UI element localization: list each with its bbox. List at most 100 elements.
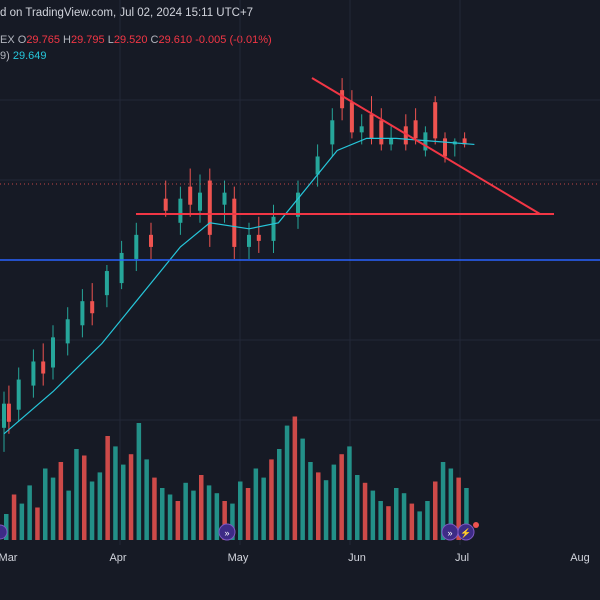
event-icon-2[interactable]: » [441,523,459,541]
volume-bar [362,482,368,540]
volume-bars [4,416,469,540]
candle-body [90,301,95,314]
candle-body [119,252,124,284]
low-value: 29.520 [113,34,148,46]
ma-legend: 9) 29.649 [0,50,47,62]
volume-bar [347,446,352,540]
candle-body [330,120,335,145]
svg-text:»: » [224,528,229,538]
candle-body [207,180,212,235]
volume-bar [284,425,290,540]
x-tick-label: Jul [455,552,469,564]
candle-body [80,301,85,326]
candle-body [222,192,227,205]
candles [2,78,467,452]
volume-bar [261,477,266,540]
volume-bar [58,462,64,540]
volume-bar [300,438,305,540]
volume-bar [425,501,430,540]
candle-body [247,234,251,247]
volume-bar [448,468,454,540]
volume-bar [222,501,227,540]
x-tick-label: Jun [348,552,366,564]
volume-bar [82,455,87,540]
volume-bar [386,506,391,540]
volume-bar [121,464,126,540]
candle-body [6,403,11,422]
x-axis: Mar Apr May Jun Jul Aug [0,552,590,564]
high-value: 29.795 [70,34,105,46]
volume-bar [97,472,103,540]
candle-body [104,271,109,296]
publish-caption: d on TradingView.com, Jul 02, 2024 15:11… [0,7,254,19]
candle-body [443,138,447,157]
open-label: O [17,34,27,46]
x-tick-label: Apr [109,552,126,564]
candle-body [462,138,467,145]
candle-body [369,114,374,139]
moving-average-line [3,137,475,435]
volume-bar [74,449,79,540]
candle-body [65,319,70,344]
candle-body [2,403,6,428]
volume-bar [206,485,212,540]
event-icon-1[interactable]: » [218,523,236,541]
volume-bar [409,503,415,540]
volume-bar [19,503,25,540]
volume-bar [433,481,438,540]
ma-tail: 9) [0,50,10,62]
candle-body [134,234,139,259]
volume-bar [277,449,282,540]
candle-body [256,234,261,241]
volume-bar [144,459,149,540]
volume-bar [394,488,399,540]
alert-dot [473,522,479,528]
candle-body [315,156,320,175]
candle-body [349,102,354,133]
volume-bar [370,490,376,540]
volume-bar [160,488,165,540]
volume-bar [245,488,251,540]
volume-bar [167,494,173,540]
volume-bar [152,477,157,540]
volume-bar [269,459,274,540]
volume-bar [417,511,422,540]
candle-body [413,120,418,139]
event-icon-3[interactable]: ⚡ [457,523,475,541]
candle-body [41,361,46,374]
volume-bar [401,493,407,540]
candle-body [271,216,276,241]
candle-body [178,198,183,223]
candle-body [433,102,438,139]
candle-body [188,186,193,205]
trendline-top [311,77,541,215]
x-tick-label: Aug [570,552,590,564]
volume-bar [378,501,383,540]
volume-bar [27,485,32,540]
volume-bar [43,468,48,540]
volume-bar [230,503,235,540]
volume-bar [355,475,360,540]
close-label: C [150,34,159,46]
volume-bar [308,462,313,540]
volume-bar [105,436,110,540]
volume-bar [323,480,329,540]
candle-body [51,337,55,368]
candle-body [296,192,300,217]
left-event-icon[interactable] [0,524,8,540]
x-tick-label: May [228,552,249,564]
candle-body [403,126,408,145]
candle-body [31,361,36,386]
volume-bar [339,454,344,540]
volume-bar [136,423,142,540]
volume-bar [50,477,56,540]
volume-bar [175,501,181,540]
volume-bar [113,446,118,540]
volume-bar [238,481,243,540]
candle-body [359,126,364,133]
volume-bar [456,477,461,540]
volume-bar [4,514,9,540]
close-value: 29.610 [158,34,193,46]
candle-body [198,192,202,211]
